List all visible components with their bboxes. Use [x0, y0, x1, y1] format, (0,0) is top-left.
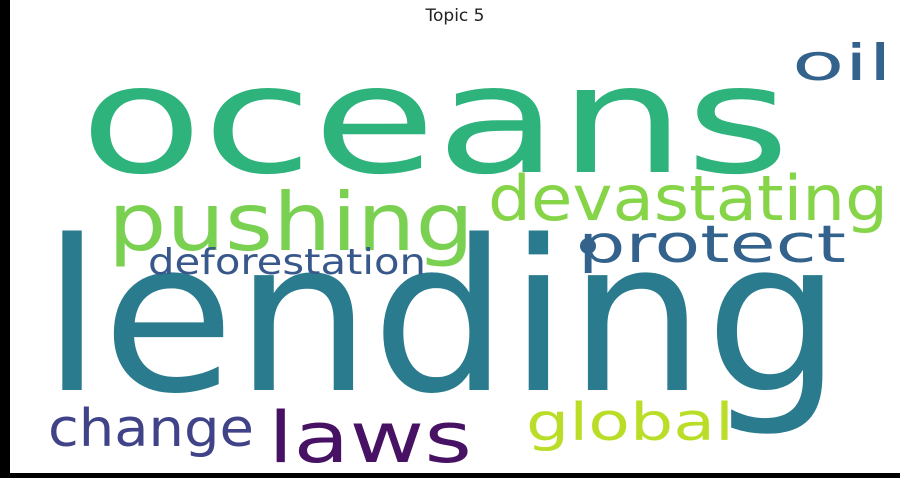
word-oil: oil	[792, 34, 892, 92]
word-laws: laws	[268, 397, 472, 472]
figure-canvas: Topic 5 lending oceans pushing devastating o…	[10, 0, 900, 478]
word-protect: protect	[578, 215, 846, 275]
word-pushing: pushing	[108, 176, 474, 269]
bottom-border	[10, 473, 900, 478]
word-deforestation: deforestation	[148, 242, 426, 283]
chart-title: Topic 5	[425, 6, 485, 26]
word-oceans: oceans	[80, 34, 790, 208]
word-cloud: lending oceans pushing devastating oil protec…	[10, 34, 900, 472]
word-devastating: devastating	[488, 162, 888, 235]
word-global: global	[526, 393, 734, 453]
word-change: change	[48, 399, 254, 459]
dot-mark	[580, 238, 596, 254]
word-lending: lending	[42, 195, 842, 440]
